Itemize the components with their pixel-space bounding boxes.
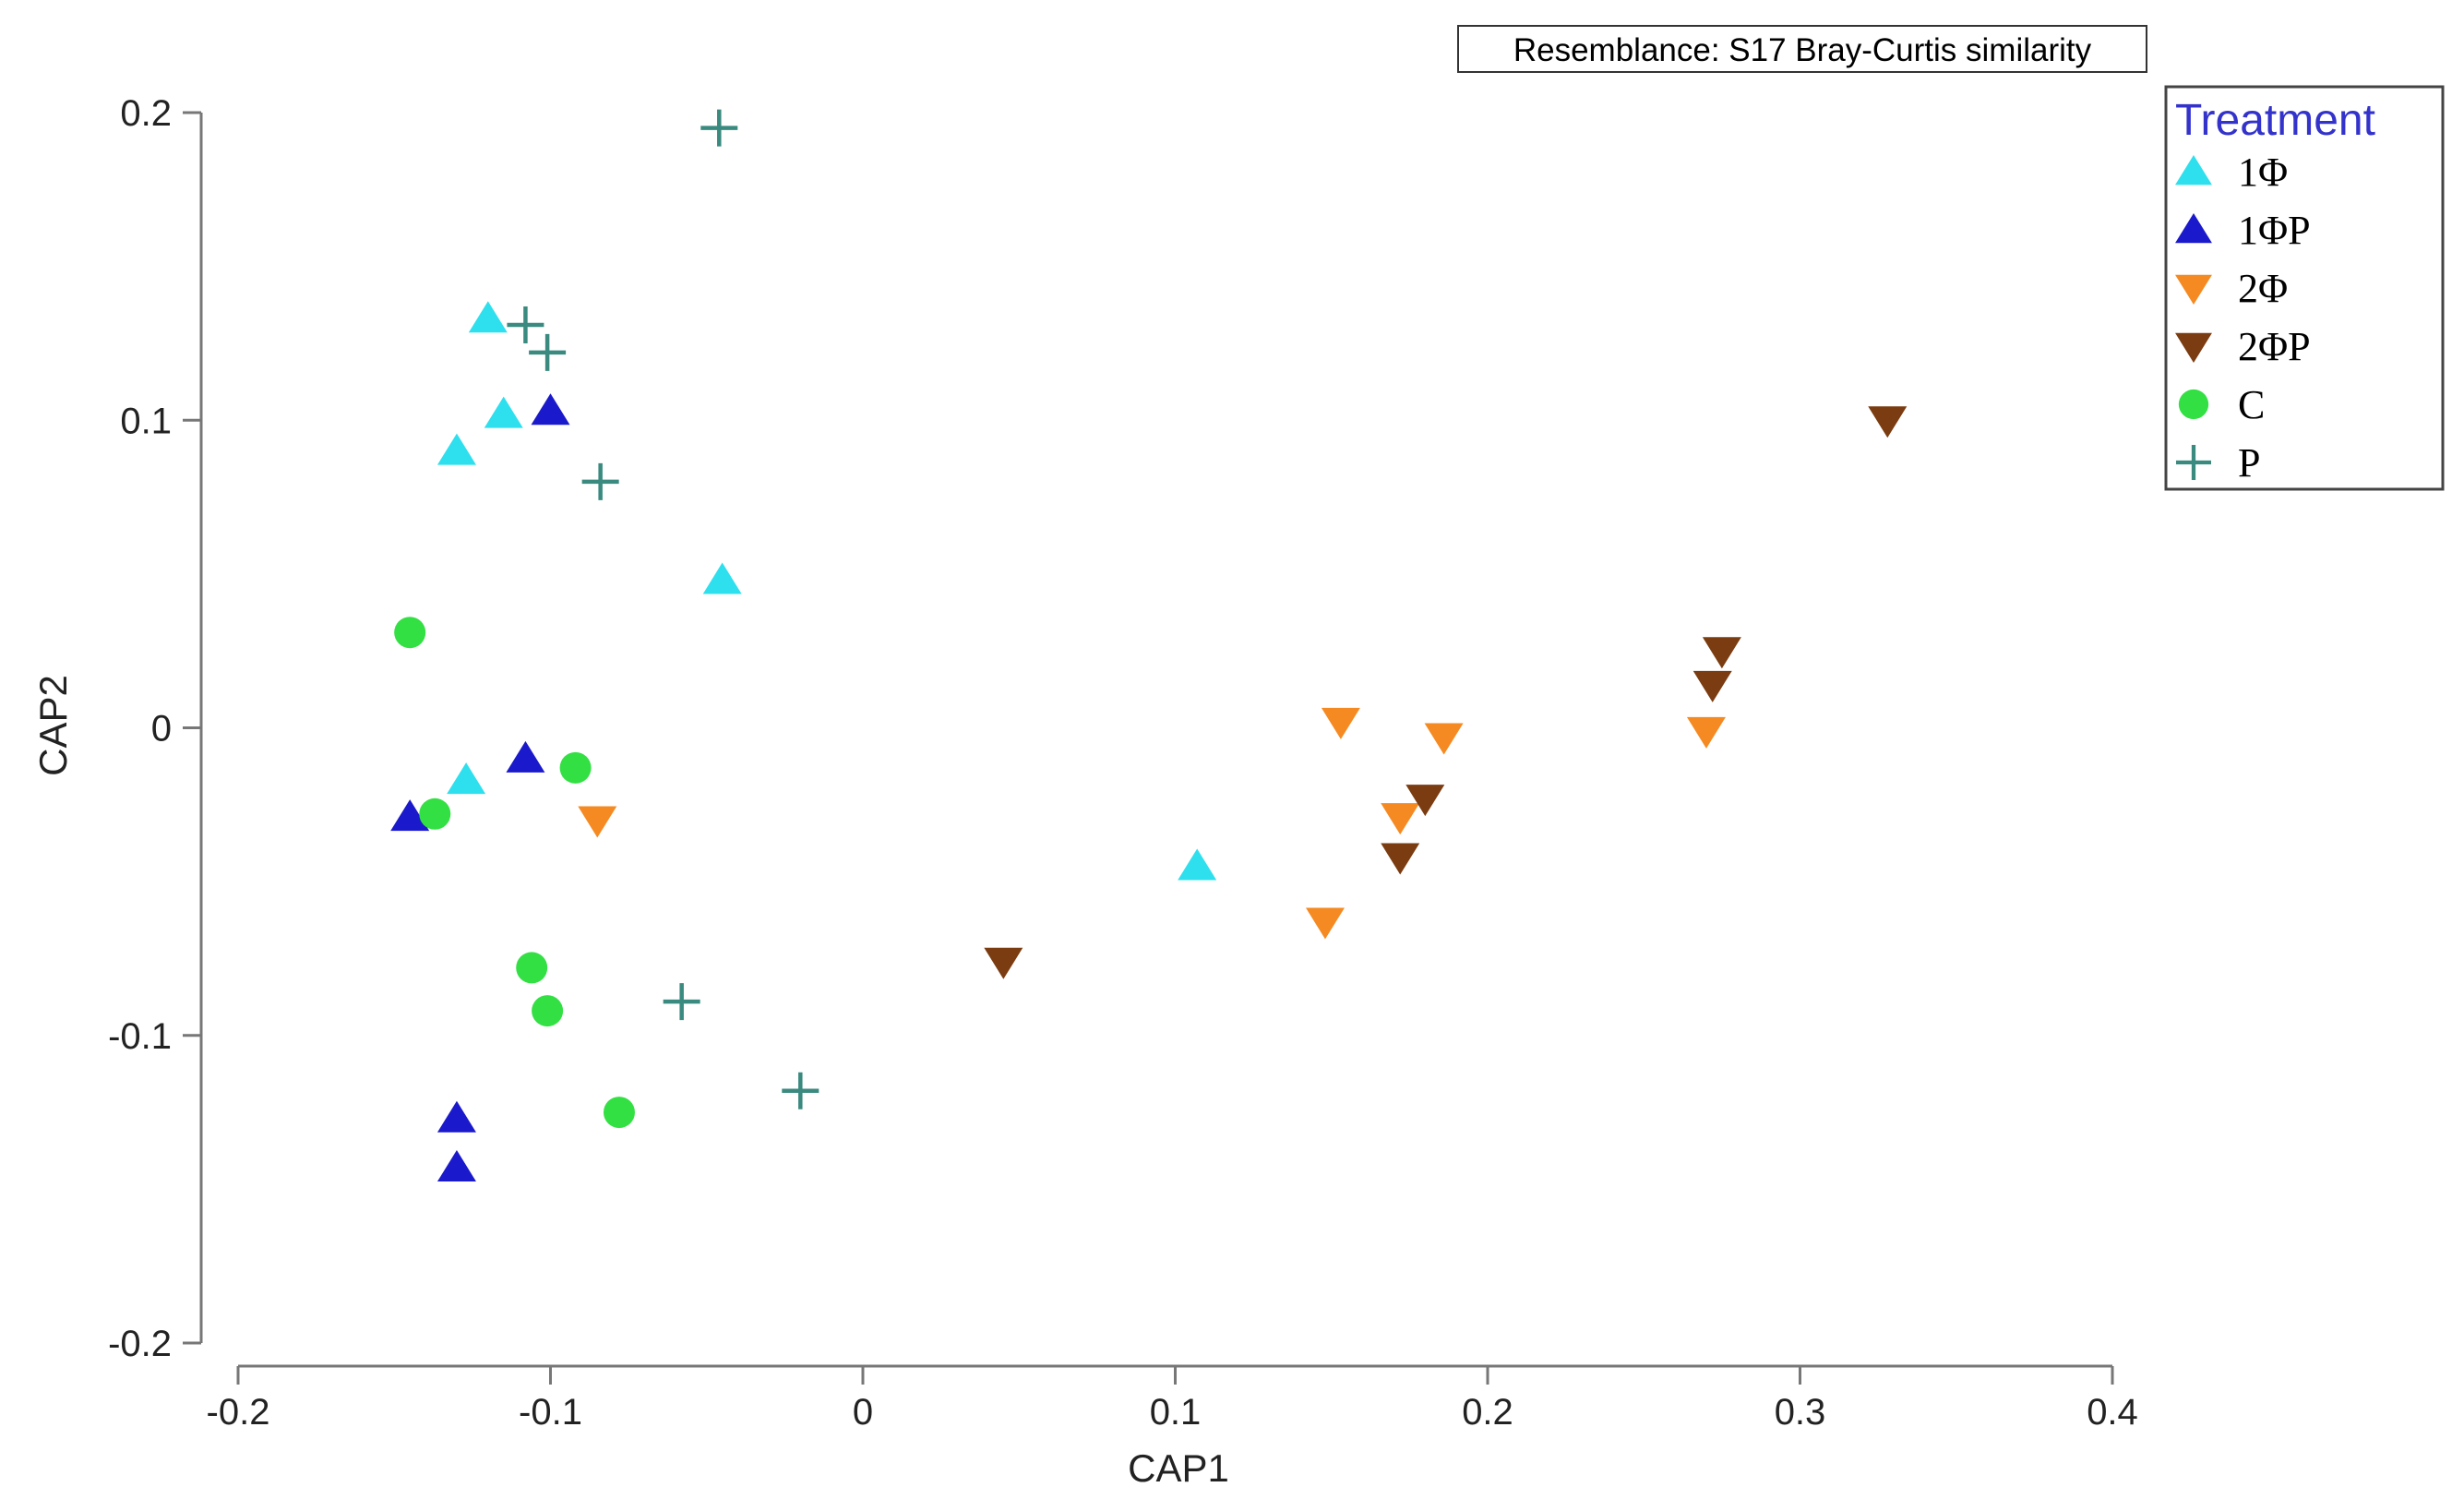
legend-marker [2175, 212, 2212, 244]
legend-label: 1ΦP [2238, 208, 2311, 253]
data-point [782, 1072, 819, 1109]
data-point [1178, 848, 1217, 881]
legend-marker [2176, 445, 2211, 480]
x-axis-title: CAP1 [1128, 1446, 1229, 1490]
resemblance-box [1457, 25, 2147, 73]
data-point [394, 617, 426, 649]
y-tick-label: -0.2 [108, 1324, 172, 1364]
data-point [1321, 707, 1360, 739]
y-tick-label: -0.1 [108, 1016, 172, 1057]
data-point [578, 806, 617, 838]
y-axis-ticks: -0.2 -0.1 0 0.1 0.2 [108, 93, 201, 1364]
resemblance-text: Resemblance: S17 Bray-Curtis similarity [1513, 32, 2092, 68]
data-point [529, 333, 567, 371]
data-point [1305, 907, 1345, 940]
axes: -0.2 -0.1 0 0.1 0.2 -0.2 -0.1 0 0.1 0.2 0.3 0.4 [108, 93, 2138, 1433]
data-point [700, 109, 738, 147]
data-point [1702, 637, 1741, 669]
data-points [390, 109, 1908, 1182]
legend-label: C [2238, 382, 2265, 427]
x-tick-label: 0 [853, 1392, 873, 1433]
data-point [437, 433, 476, 465]
data-point [437, 1100, 476, 1133]
data-point [1686, 716, 1726, 749]
data-point [702, 562, 742, 594]
data-point [468, 301, 508, 333]
legend-title: Treatment [2175, 96, 2375, 145]
y-tick-label: 0.2 [120, 93, 172, 134]
series-group [437, 301, 1217, 881]
legend-item: P [2176, 440, 2260, 486]
legend-item: 1ΦP [2175, 208, 2311, 253]
legend-marker [2175, 332, 2212, 364]
legend-label: 1Φ [2238, 150, 2288, 195]
data-point [390, 799, 430, 832]
data-point [437, 1150, 476, 1182]
resemblance-annotation: Resemblance: S17 Bray-Curtis similarity [1457, 25, 2147, 73]
data-point [559, 751, 592, 784]
data-point [447, 762, 486, 795]
data-point [1381, 803, 1420, 835]
y-tick-label: 0.1 [120, 401, 172, 441]
data-point [516, 952, 548, 984]
legend-label: 2Φ [2238, 266, 2288, 311]
series-group [578, 707, 1726, 940]
x-tick-label: -0.1 [519, 1392, 582, 1433]
data-point [419, 797, 451, 830]
legend-item: 2ΦP [2175, 324, 2311, 369]
data-point [532, 995, 564, 1027]
y-axis-title: CAP2 [31, 675, 75, 776]
data-point [506, 740, 545, 773]
data-point [663, 983, 700, 1021]
data-point [603, 1097, 635, 1129]
data-point [581, 462, 619, 500]
legend-marker [2175, 274, 2212, 306]
series-group [394, 617, 635, 1129]
data-point [507, 306, 544, 343]
x-tick-label: -0.2 [207, 1392, 270, 1433]
x-tick-label: 0.2 [1462, 1392, 1513, 1433]
data-point [1868, 406, 1908, 438]
legend-item: C [2178, 382, 2265, 427]
x-axis-ticks: -0.2 -0.1 0 0.1 0.2 0.3 0.4 [207, 1366, 2138, 1433]
legend-marker [2178, 389, 2209, 420]
data-point [1405, 785, 1445, 817]
data-point [1693, 670, 1732, 702]
data-point [484, 396, 523, 428]
legend: Treatment 1Φ 1ΦP 2Φ 2ΦP CP [2164, 85, 2445, 491]
data-point [1424, 723, 1464, 755]
series-group [507, 109, 819, 1109]
data-point [984, 947, 1023, 979]
y-tick-label: 0 [151, 709, 172, 750]
legend-marker [2175, 154, 2212, 186]
x-tick-label: 0.3 [1775, 1392, 1826, 1433]
series-group [390, 393, 570, 1182]
x-tick-label: 0.1 [1150, 1392, 1202, 1433]
legend-label: 2ΦP [2238, 324, 2311, 369]
legend-item: 1Φ [2175, 150, 2288, 195]
legend-item: 2Φ [2175, 266, 2288, 311]
data-point [531, 393, 570, 426]
series-group [984, 406, 1908, 979]
legend-box [2164, 85, 2445, 491]
legend-label: P [2238, 440, 2260, 486]
data-point [1381, 843, 1420, 875]
x-tick-label: 0.4 [2087, 1392, 2138, 1433]
legend-items: 1Φ 1ΦP 2Φ 2ΦP CP [2175, 150, 2311, 486]
